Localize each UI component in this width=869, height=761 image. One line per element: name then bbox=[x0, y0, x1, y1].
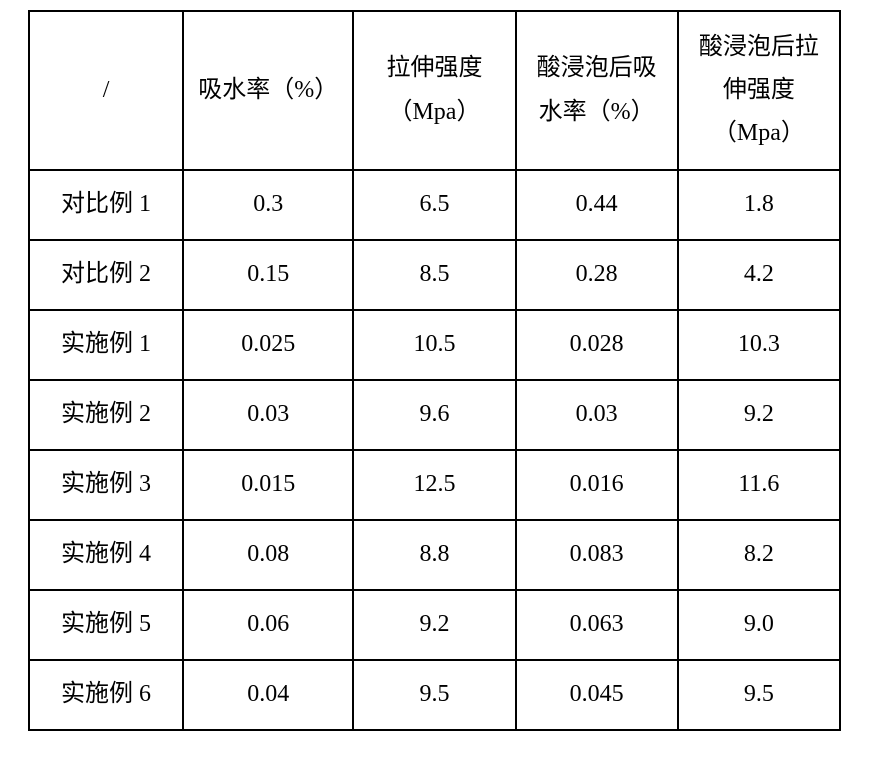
col-header-2: 拉伸强度（Mpa） bbox=[353, 11, 515, 170]
cell: 0.04 bbox=[183, 660, 353, 730]
cell: 实施例 5 bbox=[29, 590, 183, 660]
cell: 0.028 bbox=[516, 310, 678, 380]
table-row: 实施例 3 0.015 12.5 0.016 11.6 bbox=[29, 450, 840, 520]
cell: 9.2 bbox=[353, 590, 515, 660]
cell: 9.2 bbox=[678, 380, 840, 450]
col-header-4: 酸浸泡后拉伸强度（Mpa） bbox=[678, 11, 840, 170]
cell: 9.5 bbox=[353, 660, 515, 730]
table-row: 对比例 2 0.15 8.5 0.28 4.2 bbox=[29, 240, 840, 310]
cell: 9.6 bbox=[353, 380, 515, 450]
cell: 实施例 1 bbox=[29, 310, 183, 380]
table-header-row: / 吸水率（%） 拉伸强度（Mpa） 酸浸泡后吸水率（%） 酸浸泡后拉伸强度（M… bbox=[29, 11, 840, 170]
cell: 0.015 bbox=[183, 450, 353, 520]
cell: 0.03 bbox=[516, 380, 678, 450]
cell: 实施例 2 bbox=[29, 380, 183, 450]
cell: 8.2 bbox=[678, 520, 840, 590]
col-header-1: 吸水率（%） bbox=[183, 11, 353, 170]
cell: 对比例 2 bbox=[29, 240, 183, 310]
table-row: 实施例 6 0.04 9.5 0.045 9.5 bbox=[29, 660, 840, 730]
cell: 0.03 bbox=[183, 380, 353, 450]
table-row: 实施例 5 0.06 9.2 0.063 9.0 bbox=[29, 590, 840, 660]
cell: 10.3 bbox=[678, 310, 840, 380]
cell: 0.063 bbox=[516, 590, 678, 660]
cell: 0.28 bbox=[516, 240, 678, 310]
cell: 10.5 bbox=[353, 310, 515, 380]
cell: 11.6 bbox=[678, 450, 840, 520]
cell: 4.2 bbox=[678, 240, 840, 310]
table-row: 实施例 2 0.03 9.6 0.03 9.2 bbox=[29, 380, 840, 450]
table-row: 对比例 1 0.3 6.5 0.44 1.8 bbox=[29, 170, 840, 240]
cell: 实施例 4 bbox=[29, 520, 183, 590]
cell: 0.08 bbox=[183, 520, 353, 590]
cell: 9.5 bbox=[678, 660, 840, 730]
cell: 对比例 1 bbox=[29, 170, 183, 240]
cell: 8.5 bbox=[353, 240, 515, 310]
cell: 9.0 bbox=[678, 590, 840, 660]
cell: 0.083 bbox=[516, 520, 678, 590]
data-table: / 吸水率（%） 拉伸强度（Mpa） 酸浸泡后吸水率（%） 酸浸泡后拉伸强度（M… bbox=[28, 10, 841, 731]
cell: 实施例 3 bbox=[29, 450, 183, 520]
cell: 0.15 bbox=[183, 240, 353, 310]
cell: 实施例 6 bbox=[29, 660, 183, 730]
col-header-0: / bbox=[29, 11, 183, 170]
cell: 0.025 bbox=[183, 310, 353, 380]
cell: 12.5 bbox=[353, 450, 515, 520]
cell: 0.06 bbox=[183, 590, 353, 660]
cell: 6.5 bbox=[353, 170, 515, 240]
cell: 8.8 bbox=[353, 520, 515, 590]
cell: 1.8 bbox=[678, 170, 840, 240]
table-row: 实施例 1 0.025 10.5 0.028 10.3 bbox=[29, 310, 840, 380]
cell: 0.44 bbox=[516, 170, 678, 240]
cell: 0.016 bbox=[516, 450, 678, 520]
table-row: 实施例 4 0.08 8.8 0.083 8.2 bbox=[29, 520, 840, 590]
col-header-3: 酸浸泡后吸水率（%） bbox=[516, 11, 678, 170]
cell: 0.045 bbox=[516, 660, 678, 730]
cell: 0.3 bbox=[183, 170, 353, 240]
